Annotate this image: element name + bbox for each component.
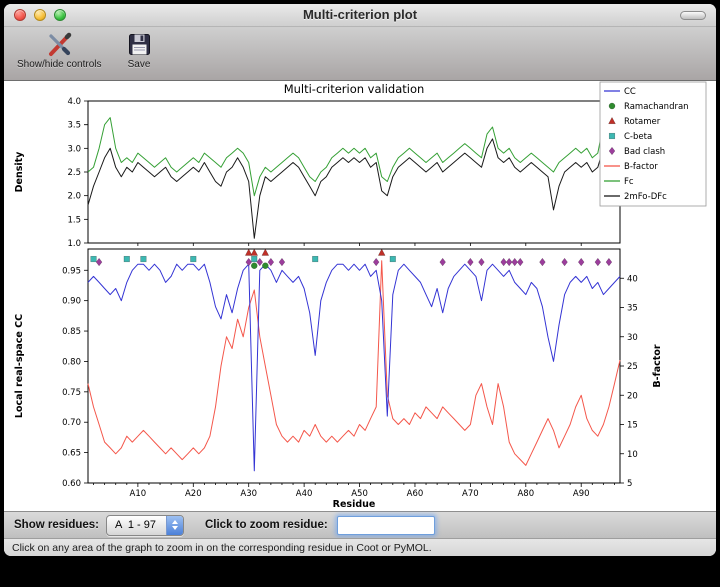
svg-text:1.0: 1.0 bbox=[67, 239, 81, 249]
multi-criterion-chart[interactable]: Multi-criterion validation 1.0 1.5 2.0 2.5 3.… bbox=[8, 81, 712, 509]
svg-text:A30: A30 bbox=[240, 489, 257, 499]
svg-text:Fc: Fc bbox=[624, 177, 634, 187]
save-icon bbox=[128, 34, 150, 55]
show-hide-controls-label: Show/hide controls bbox=[17, 59, 102, 70]
dropdown-arrows-icon bbox=[165, 515, 183, 535]
show-residues-label: Show residues: bbox=[14, 519, 99, 531]
svg-text:A50: A50 bbox=[351, 489, 368, 499]
svg-text:A20: A20 bbox=[185, 489, 202, 499]
titlebar: Multi-criterion plot bbox=[4, 4, 716, 27]
plot-area: Multi-criterion validation 1.0 1.5 2.0 2.5 3.… bbox=[4, 81, 716, 511]
svg-text:35: 35 bbox=[627, 304, 638, 314]
svg-text:0.70: 0.70 bbox=[62, 418, 81, 428]
svg-text:C-beta: C-beta bbox=[624, 132, 652, 142]
minimize-button[interactable] bbox=[34, 9, 46, 21]
svg-text:0.90: 0.90 bbox=[62, 297, 81, 307]
svg-text:CC: CC bbox=[624, 87, 636, 97]
svg-text:A40: A40 bbox=[296, 489, 313, 499]
svg-text:Density: Density bbox=[14, 151, 25, 193]
svg-text:20: 20 bbox=[627, 391, 638, 401]
svg-text:40: 40 bbox=[627, 274, 638, 284]
svg-text:Rotamer: Rotamer bbox=[624, 117, 661, 127]
close-button[interactable] bbox=[14, 9, 26, 21]
residue-range-value: A 1 - 97 bbox=[115, 518, 156, 531]
svg-text:2.0: 2.0 bbox=[67, 192, 81, 202]
svg-text:Multi-criterion validation: Multi-criterion validation bbox=[284, 82, 425, 96]
svg-text:10: 10 bbox=[627, 450, 638, 460]
svg-text:Local real-space CC: Local real-space CC bbox=[14, 314, 25, 418]
save-button[interactable]: Save bbox=[121, 30, 158, 71]
svg-text:30: 30 bbox=[627, 333, 638, 343]
svg-text:25: 25 bbox=[627, 362, 638, 372]
svg-text:A80: A80 bbox=[517, 489, 534, 499]
svg-text:Residue: Residue bbox=[333, 499, 376, 509]
tools-icon bbox=[48, 32, 71, 56]
status-bar: Click on any area of the graph to zoom i… bbox=[4, 538, 716, 556]
svg-text:A10: A10 bbox=[130, 489, 147, 499]
zoom-residue-label: Click to zoom residue: bbox=[204, 519, 328, 531]
svg-text:0.85: 0.85 bbox=[62, 327, 81, 337]
toolbar: Show/hide controls Save bbox=[4, 27, 716, 81]
svg-text:2mFo-DFc: 2mFo-DFc bbox=[624, 192, 667, 202]
svg-text:0.65: 0.65 bbox=[62, 449, 81, 459]
save-label: Save bbox=[127, 59, 151, 70]
svg-text:0.60: 0.60 bbox=[62, 479, 81, 489]
controls-bar: Show residues: A 1 - 97 Click to zoom re… bbox=[4, 511, 716, 538]
zoom-button[interactable] bbox=[54, 9, 66, 21]
svg-text:0.75: 0.75 bbox=[62, 388, 81, 398]
svg-text:Bad clash: Bad clash bbox=[624, 147, 665, 157]
status-text: Click on any area of the graph to zoom i… bbox=[12, 541, 432, 554]
window-title: Multi-criterion plot bbox=[302, 7, 418, 22]
svg-text:3.5: 3.5 bbox=[67, 121, 81, 131]
svg-text:2.5: 2.5 bbox=[67, 168, 81, 178]
svg-text:3.0: 3.0 bbox=[67, 144, 81, 154]
svg-text:A60: A60 bbox=[407, 489, 424, 499]
svg-text:1.5: 1.5 bbox=[67, 215, 81, 225]
svg-text:0.95: 0.95 bbox=[62, 266, 81, 276]
svg-text:A70: A70 bbox=[462, 489, 479, 499]
svg-text:Ramachandran: Ramachandran bbox=[624, 102, 689, 112]
zoom-residue-input[interactable] bbox=[336, 515, 435, 535]
show-hide-controls-button[interactable]: Show/hide controls bbox=[12, 30, 107, 71]
svg-text:B-factor: B-factor bbox=[624, 162, 658, 172]
svg-text:5: 5 bbox=[627, 479, 632, 489]
svg-text:0.80: 0.80 bbox=[62, 357, 81, 367]
svg-text:4.0: 4.0 bbox=[67, 97, 81, 107]
toolbar-toggle-button[interactable] bbox=[680, 11, 706, 20]
residue-range-dropdown[interactable]: A 1 - 97 bbox=[106, 514, 184, 536]
svg-text:B-factor: B-factor bbox=[652, 344, 663, 387]
window-controls bbox=[14, 9, 66, 21]
svg-text:A90: A90 bbox=[573, 489, 590, 499]
svg-text:15: 15 bbox=[627, 421, 638, 431]
multi-criterion-plot-window: Multi-criterion plot Show/hide controls … bbox=[4, 4, 716, 556]
